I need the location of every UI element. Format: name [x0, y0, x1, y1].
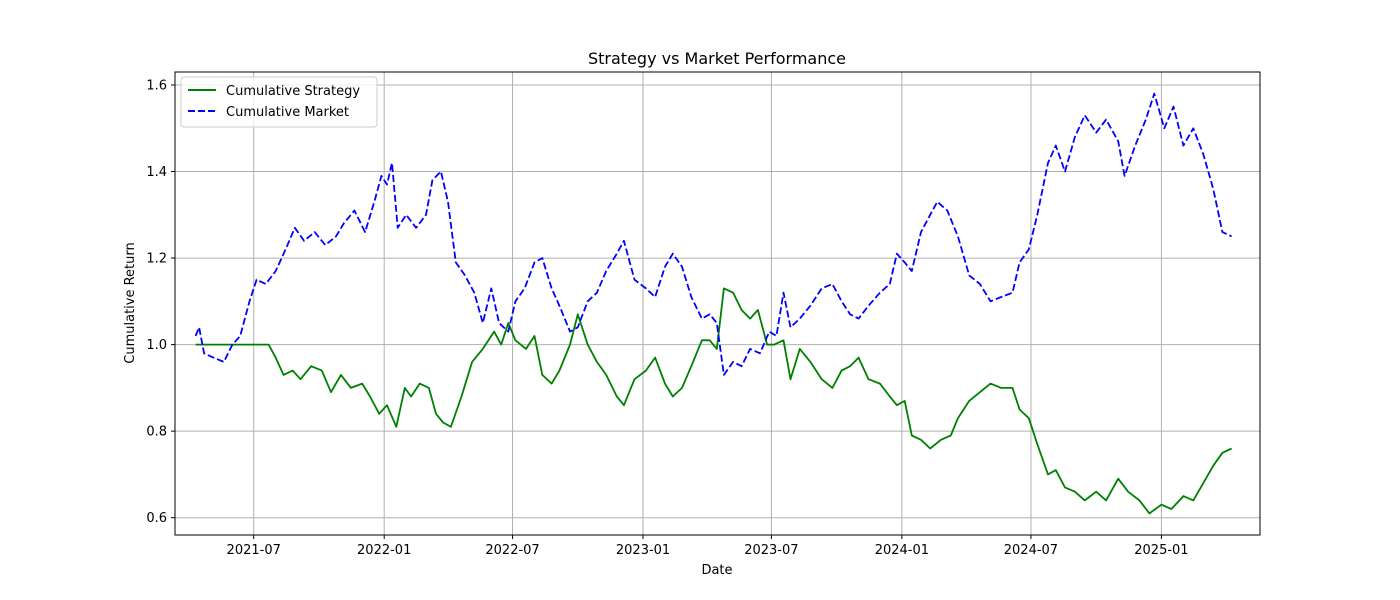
chart-title: Strategy vs Market Performance	[588, 49, 846, 68]
x-tick-label: 2023-07	[744, 543, 798, 558]
y-tick-label: 1.6	[146, 78, 167, 93]
x-tick-label: 2024-01	[875, 543, 929, 558]
x-tick-label: 2021-07	[227, 543, 281, 558]
plot-frame	[174, 71, 1261, 536]
x-tick-label: 2022-07	[485, 543, 539, 558]
y-tick-label: 0.6	[146, 511, 167, 526]
x-tick-label: 2023-01	[616, 543, 670, 558]
x-tick-label: 2022-01	[357, 543, 411, 558]
y-axis: 0.6 0.8 1.0 1.2 1.4 1.6	[146, 78, 175, 526]
plot-lines	[194, 92, 1232, 515]
x-tick-label: 2025-01	[1134, 543, 1188, 558]
legend-label-market: Cumulative Market	[226, 105, 349, 120]
x-axis: 2021-07 2022-01 2022-07 2023-01 2023-07 2024-…	[227, 535, 1189, 558]
x-axis-label: Date	[701, 563, 732, 578]
y-tick-label: 1.4	[146, 165, 167, 180]
y-tick-label: 0.8	[146, 425, 167, 440]
series-line-market	[194, 92, 1232, 376]
y-tick-label: 1.2	[146, 252, 167, 267]
legend: Cumulative Strategy Cumulative Market	[180, 76, 378, 128]
legend-box	[180, 76, 378, 128]
y-axis-label: Cumulative Return	[123, 242, 138, 363]
legend-label-strategy: Cumulative Strategy	[226, 84, 360, 99]
x-tick-label: 2024-07	[1004, 543, 1058, 558]
series-line-strategy	[195, 287, 1232, 515]
y-tick-label: 1.0	[146, 338, 167, 353]
